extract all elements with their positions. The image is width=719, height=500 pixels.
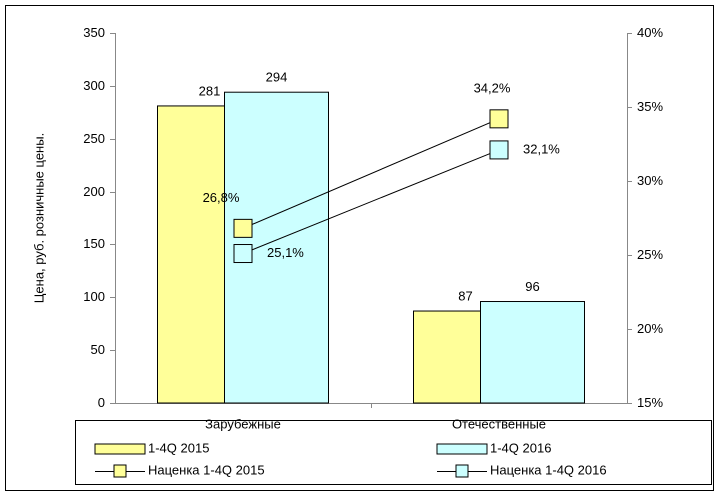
legend-label: Наценка 1-4Q 2015 <box>148 462 265 477</box>
y-tick-label: 150 <box>83 236 105 251</box>
legend-label: 1-4Q 2016 <box>490 440 551 455</box>
y2-tick-label: 35% <box>637 99 663 114</box>
y-tick-label: 50 <box>91 342 105 357</box>
chart-border <box>5 5 714 491</box>
legend-marker <box>455 464 469 478</box>
bar-value-label: 281 <box>199 83 221 98</box>
y-tick-label: 100 <box>83 289 105 304</box>
line-marker <box>233 218 253 238</box>
line-marker <box>489 109 509 129</box>
y-tick-label: 200 <box>83 184 105 199</box>
y2-tick-label: 40% <box>637 25 663 40</box>
legend-swatch <box>436 443 488 455</box>
y-tick-label: 350 <box>83 25 105 40</box>
x-tick-label: Отечественные <box>452 416 546 431</box>
y2-tick-label: 30% <box>637 173 663 188</box>
y-tick-label: 250 <box>83 131 105 146</box>
line <box>242 149 500 254</box>
y-axis-label: Цена, руб. розничные цены. <box>31 133 46 303</box>
line-value-label: 26,8% <box>203 190 240 205</box>
legend-box <box>75 420 712 485</box>
legend-swatch <box>94 443 146 455</box>
legend-label: Наценка 1-4Q 2016 <box>490 462 607 477</box>
legend-label: 1-4Q 2015 <box>148 440 209 455</box>
x-tick-label: Зарубежные <box>205 416 281 431</box>
y2-tick-label: 25% <box>637 247 663 262</box>
line-value-label: 25,1% <box>267 245 304 260</box>
y-tick-label: 300 <box>83 78 105 93</box>
bar-value-label: 294 <box>266 70 288 85</box>
y2-tick-label: 15% <box>637 395 663 410</box>
y2-tick-label: 20% <box>637 321 663 336</box>
bar-value-label: 87 <box>458 288 472 303</box>
line-value-label: 34,2% <box>474 80 511 95</box>
bar-value-label: 96 <box>525 279 539 294</box>
legend-marker <box>113 464 127 478</box>
line-marker <box>489 140 509 160</box>
line-marker <box>233 244 253 264</box>
line <box>242 118 500 229</box>
y-tick-label: 0 <box>98 395 105 410</box>
bar <box>480 301 585 404</box>
line-value-label: 32,1% <box>523 141 560 156</box>
